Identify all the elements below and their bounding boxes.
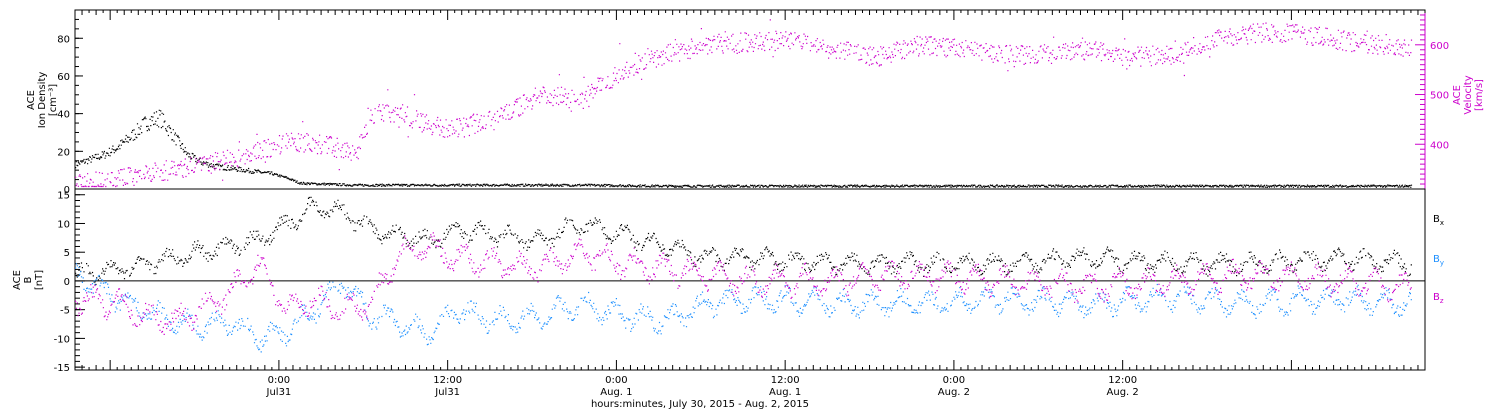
x-tick-label: 0:00 [605, 375, 627, 386]
legend-B_y: By [1433, 254, 1444, 267]
bottom-left-tick-label: 5 [64, 248, 70, 259]
bottom-left-tick-label: 10 [57, 219, 70, 230]
top-left-tick-label: 40 [57, 110, 70, 121]
top-left-axis-label: [cm⁻³] [48, 84, 59, 116]
bottom-left-axis-label: B [23, 276, 34, 283]
b-series-B_x [75, 196, 1412, 286]
x-tick-label-date: Jul31 [434, 387, 460, 398]
x-tick-label: 0:00 [943, 375, 965, 386]
legend-B_x: Bx [1433, 214, 1444, 227]
bottom-left-tick-label: 0 [64, 277, 70, 288]
x-tick-label-date: Aug. 1 [600, 387, 632, 398]
bottom-panel: -15 -10 -5 0 5 10 15 ACE B [nT] Bx By Bz [12, 188, 1444, 374]
x-axis-label: hours:minutes, July 30, 2015 - Aug. 2, 2… [591, 399, 809, 410]
legend-B_z: Bz [1433, 292, 1444, 305]
top-left-tick-label: 20 [57, 147, 70, 158]
top-left-axis-label: Ion Density [37, 72, 48, 129]
x-tick-label-date: Jul31 [266, 387, 292, 398]
top-right-axis-label: [km/s] [1474, 79, 1485, 111]
bottom-left-axis-label: [nT] [34, 270, 45, 290]
top-right-axis-label: Velocity [1463, 75, 1474, 114]
x-tick-label: 0:00 [268, 375, 290, 386]
bottom-left-tick-label: -5 [60, 306, 70, 317]
x-tick-label-date: Aug. 2 [1107, 387, 1139, 398]
top-right-axis-label: ACE [1452, 85, 1463, 105]
top-left-tick-label: 0 [64, 185, 70, 196]
bottom-left-tick-label: -10 [54, 334, 70, 345]
bottom-left-tick-label: -15 [54, 363, 70, 374]
bottom-left-tick-label: 15 [57, 191, 70, 202]
top-left-tick-label: 60 [57, 72, 70, 83]
top-right-tick-label: 500 [1430, 91, 1449, 102]
density-series [75, 109, 1413, 188]
x-tick-label: 12:00 [433, 375, 462, 386]
bottom-plot-frame [74, 188, 1426, 371]
x-tick-label: 12:00 [771, 375, 800, 386]
top-left-tick-label: 80 [57, 34, 70, 45]
x-tick-label-date: Aug. 1 [769, 387, 801, 398]
b-series-B_z [75, 232, 1412, 335]
bottom-left-axis-label: ACE [12, 270, 23, 290]
x-tick-label-date: Aug. 2 [938, 387, 970, 398]
legend-subscript: z [1440, 297, 1444, 305]
b-series-B_y [75, 263, 1412, 353]
top-left-axis-label: ACE [26, 90, 37, 110]
top-right-tick-label: 600 [1430, 41, 1449, 52]
x-tick-label: 12:00 [1108, 375, 1137, 386]
legend-subscript: x [1440, 219, 1444, 227]
top-right-tick-label: 400 [1430, 140, 1449, 151]
legend-subscript: y [1440, 259, 1444, 267]
velocity-series [75, 19, 1413, 188]
top-plot-frame [74, 9, 1426, 190]
